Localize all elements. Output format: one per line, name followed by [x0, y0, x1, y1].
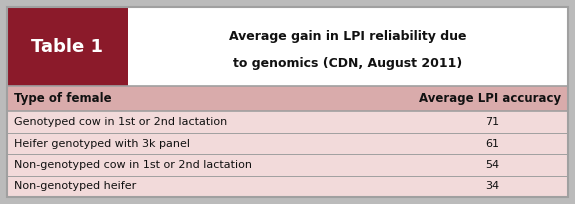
Text: Non-genotyped heifer: Non-genotyped heifer: [14, 181, 136, 191]
Text: 71: 71: [485, 117, 500, 127]
Bar: [7, 7, 128, 86]
Text: Genotyped cow in 1st or 2nd lactation: Genotyped cow in 1st or 2nd lactation: [14, 117, 227, 127]
Text: Heifer genotyped with 3k panel: Heifer genotyped with 3k panel: [14, 139, 190, 149]
Text: 34: 34: [485, 181, 500, 191]
Text: Table 1: Table 1: [31, 38, 104, 55]
Text: Type of female: Type of female: [14, 92, 112, 105]
Bar: [7, 86, 568, 111]
Bar: [7, 7, 568, 86]
Text: Non-genotyped cow in 1st or 2nd lactation: Non-genotyped cow in 1st or 2nd lactatio…: [14, 160, 252, 170]
Bar: [7, 111, 568, 133]
Text: 54: 54: [485, 160, 500, 170]
Text: 61: 61: [485, 139, 499, 149]
Bar: [7, 175, 568, 197]
Text: Average gain in LPI reliability due: Average gain in LPI reliability due: [229, 30, 466, 43]
Text: Average LPI accuracy: Average LPI accuracy: [419, 92, 561, 105]
Bar: [7, 154, 568, 175]
Bar: [7, 133, 568, 154]
Text: to genomics (CDN, August 2011): to genomics (CDN, August 2011): [233, 57, 462, 70]
